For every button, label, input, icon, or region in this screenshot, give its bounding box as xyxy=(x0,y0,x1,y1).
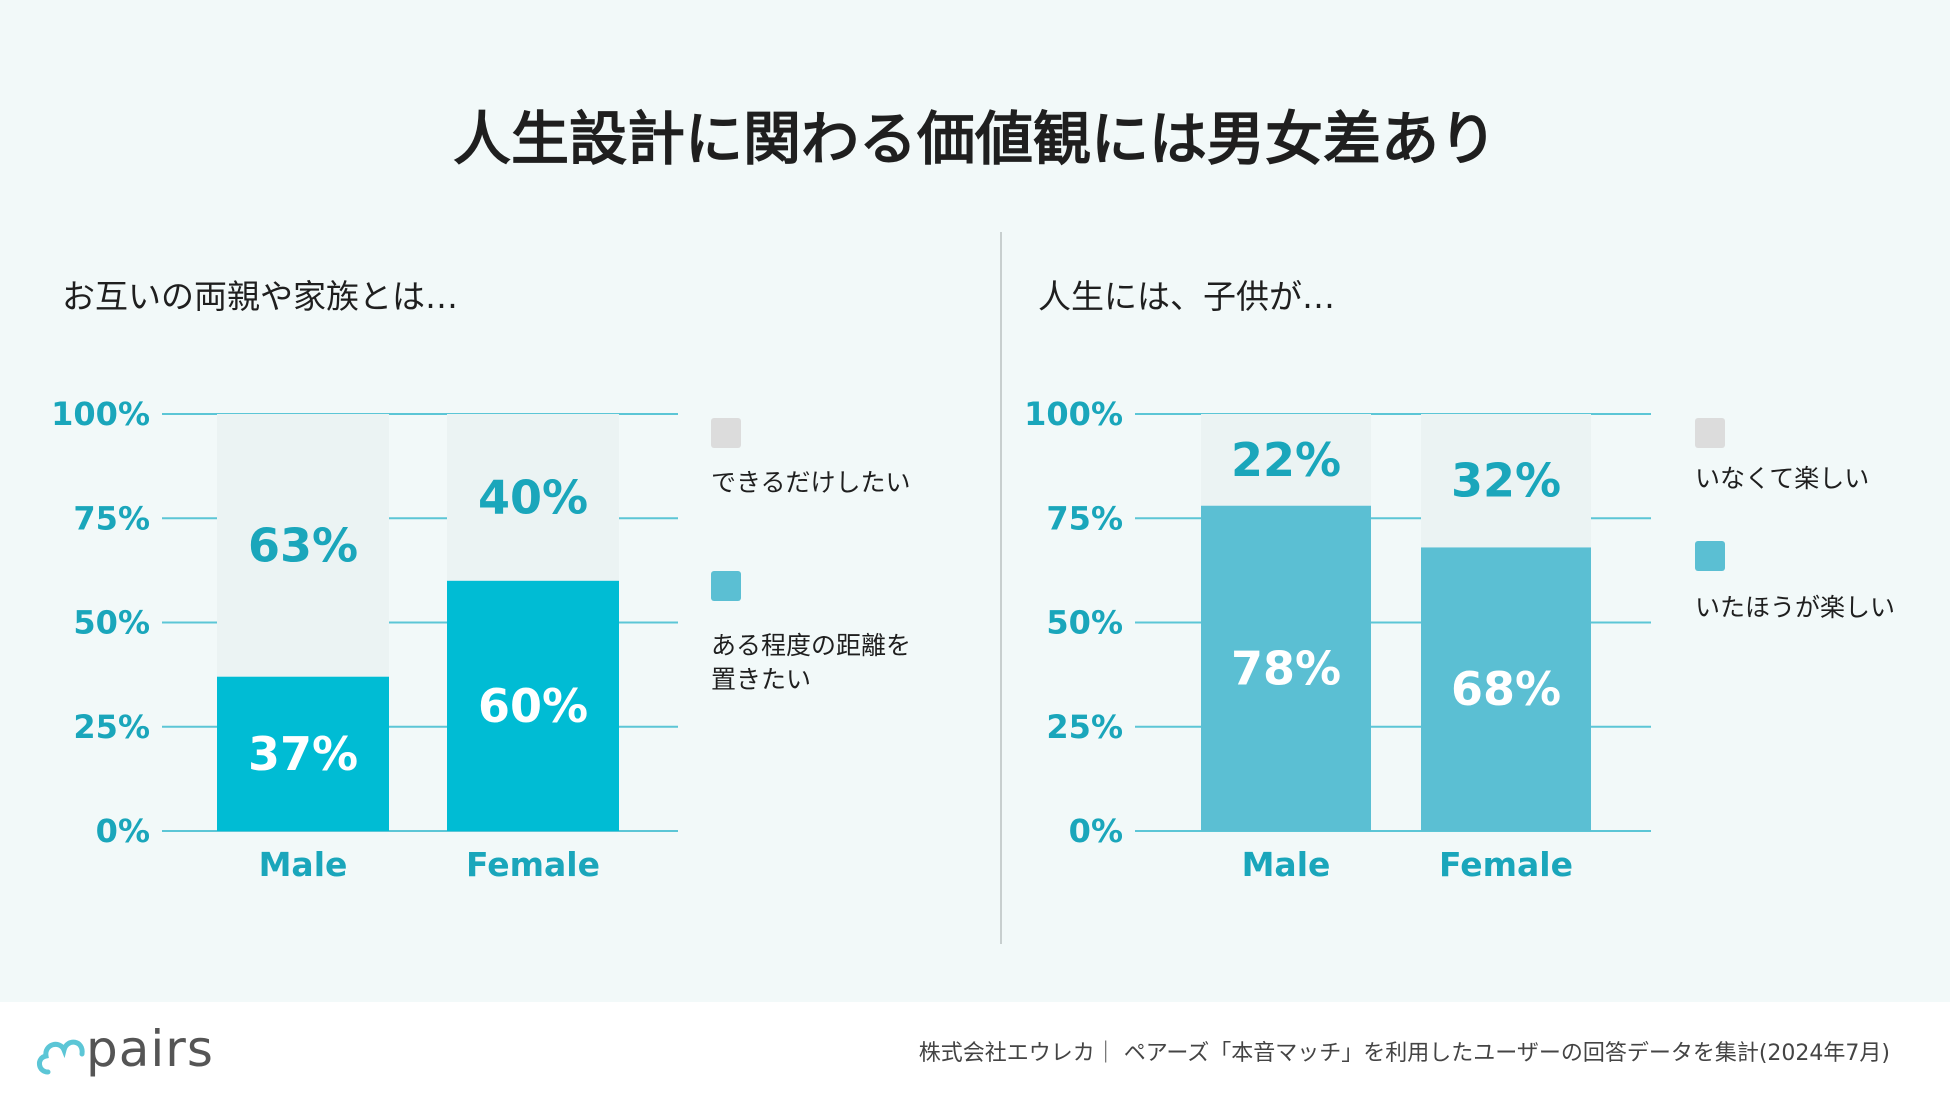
legend-swatch-gray xyxy=(1695,418,1725,448)
data-label-top: 32% xyxy=(1451,454,1561,508)
y-tick-label: 100% xyxy=(51,395,150,433)
data-label-top: 63% xyxy=(248,518,358,572)
bar-chart-family: 100% 75% 50% 25% 0% 63% 37% Male 40% 60% Female xyxy=(51,395,678,884)
bar-segment-bottom xyxy=(1421,547,1591,831)
legend-label: できるだけしたい xyxy=(711,468,911,497)
cloud-icon xyxy=(37,1039,85,1075)
x-category-label: Female xyxy=(466,845,600,884)
x-category-label: Male xyxy=(1242,845,1331,884)
logo-text: pairs xyxy=(86,1020,214,1078)
x-category-label: Male xyxy=(259,845,348,884)
chart-title: 人生には、子供が… xyxy=(1038,277,1335,316)
legend-swatch-blue xyxy=(1695,541,1725,571)
y-tick-label: 75% xyxy=(73,499,150,537)
data-label-bottom: 60% xyxy=(478,679,588,733)
bar-segment-top xyxy=(1421,414,1591,548)
legend-label: いたほうが楽しい xyxy=(1695,593,1896,622)
legend-label: ある程度の距離を 置きたい xyxy=(711,631,912,694)
footer: pairs 株式会社エウレカ｜ ペアーズ「本音マッチ」を利用したユーザーの回答デ… xyxy=(0,1002,1950,1097)
y-tick-label: 0% xyxy=(96,812,150,850)
pairs-logo: pairs xyxy=(34,1018,214,1080)
chart-title: お互いの両親や家族とは… xyxy=(62,277,458,316)
y-tick-label: 50% xyxy=(73,604,150,642)
bar-segment-top xyxy=(217,414,389,677)
bar-segment-bottom xyxy=(1201,505,1371,831)
bar-segment-bottom xyxy=(447,580,619,831)
data-label-top: 40% xyxy=(478,470,588,524)
legend-label: いなくて楽しい xyxy=(1695,464,1870,493)
data-label-bottom: 68% xyxy=(1451,662,1561,716)
data-label-top: 22% xyxy=(1231,433,1341,487)
source-note: 株式会社エウレカ｜ ペアーズ「本音マッチ」を利用したユーザーの回答データを集計(… xyxy=(918,1041,1890,1066)
legend-swatch-cyan xyxy=(711,571,741,601)
page-title: 人生設計に関わる価値観には男女差あり xyxy=(452,105,1497,173)
y-tick-label: 50% xyxy=(1046,604,1123,642)
bar-segment-bottom xyxy=(217,676,389,831)
bar-segment-top xyxy=(447,414,619,581)
chart-panel-children: 人生には、子供が… 100% 75% 50% 25% 0% 22% 78% Male 32% 68… xyxy=(1003,0,1950,1000)
y-tick-label: 75% xyxy=(1046,499,1123,537)
panel-divider xyxy=(1000,232,1002,944)
bar-segment-top xyxy=(1201,414,1371,506)
data-label-bottom: 78% xyxy=(1231,641,1341,695)
y-tick-label: 100% xyxy=(1024,395,1123,433)
chart-panel-family: お互いの両親や家族とは… 100% 75% 50% 25% 0% 63% 37% Male 40… xyxy=(0,0,1000,1000)
legend-swatch-gray xyxy=(711,418,741,448)
bar-chart-children: 100% 75% 50% 25% 0% 22% 78% Male 32% 68% Female xyxy=(1024,395,1651,884)
x-category-label: Female xyxy=(1439,845,1573,884)
y-tick-label: 0% xyxy=(1069,812,1123,850)
y-tick-label: 25% xyxy=(73,708,150,746)
data-label-bottom: 37% xyxy=(248,727,358,781)
y-tick-label: 25% xyxy=(1046,708,1123,746)
